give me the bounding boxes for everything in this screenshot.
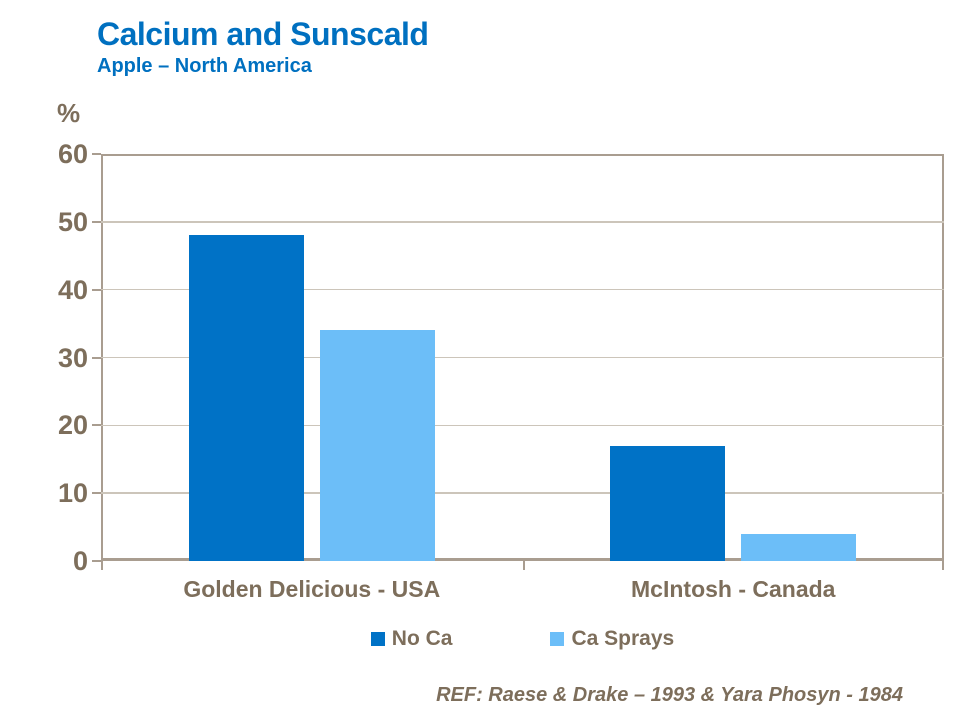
y-tick-label-50: 50: [57, 206, 88, 237]
y-tick-label-0: 0: [72, 546, 88, 576]
legend: No Ca Ca Sprays: [101, 627, 944, 651]
y-tick-label-20: 20: [57, 410, 88, 441]
legend-label-no-ca: No Ca: [391, 627, 453, 650]
y-tick-mark-60: [92, 153, 101, 155]
legend-label-ca-sprays: Ca Sprays: [571, 627, 675, 650]
chart-title: Calcium and Sunscald: [97, 16, 429, 52]
gridline-50: [101, 221, 944, 223]
chart-subtitle: Apple – North America: [97, 55, 312, 77]
y-tick-mark-0: [92, 560, 101, 562]
gridline-10: [101, 492, 944, 494]
reference-text: REF: Raese & Drake – 1993 & Yara Phosyn …: [436, 684, 903, 706]
y-tick-label-40: 40: [57, 274, 88, 305]
gridline-30: [101, 356, 944, 359]
y-tick-mark-30: [92, 356, 101, 359]
x-tick-mark-1: [522, 561, 525, 570]
plot-border-top: [101, 154, 944, 156]
x-category-label-golden-delicious-usa: Golden Delicious - USA: [183, 576, 441, 602]
x-tick-mark-2: [942, 561, 944, 570]
gridline-40: [101, 288, 944, 291]
legend-item-ca-sprays: Ca Sprays: [550, 627, 674, 651]
bar-no-ca-golden-delicious-usa: [188, 235, 304, 561]
y-tick-mark-20: [92, 424, 101, 427]
y-tick-label-10: 10: [57, 478, 88, 509]
x-axis-line: [101, 558, 944, 561]
y-tick-label-60: 60: [57, 139, 88, 169]
legend-swatch-no-ca: [370, 632, 385, 646]
x-category-label-mcintosh-canada: McIntosh - Canada: [631, 576, 836, 602]
plot-area: [101, 154, 944, 561]
x-tick-mark-0: [101, 561, 103, 570]
y-tick-mark-50: [92, 220, 101, 223]
y-axis-unit-label: %: [57, 98, 81, 128]
legend-swatch-ca-sprays: [550, 632, 565, 646]
gridline-20: [101, 424, 944, 427]
y-tick-label-30: 30: [57, 342, 88, 373]
legend-item-no-ca: No Ca: [370, 627, 453, 651]
bar-ca-sprays-golden-delicious-usa: [319, 330, 435, 561]
y-tick-mark-10: [92, 492, 101, 495]
bar-ca-sprays-mcintosh-canada: [741, 533, 857, 561]
y-tick-mark-40: [92, 288, 101, 291]
bar-no-ca-mcintosh-canada: [610, 445, 726, 561]
